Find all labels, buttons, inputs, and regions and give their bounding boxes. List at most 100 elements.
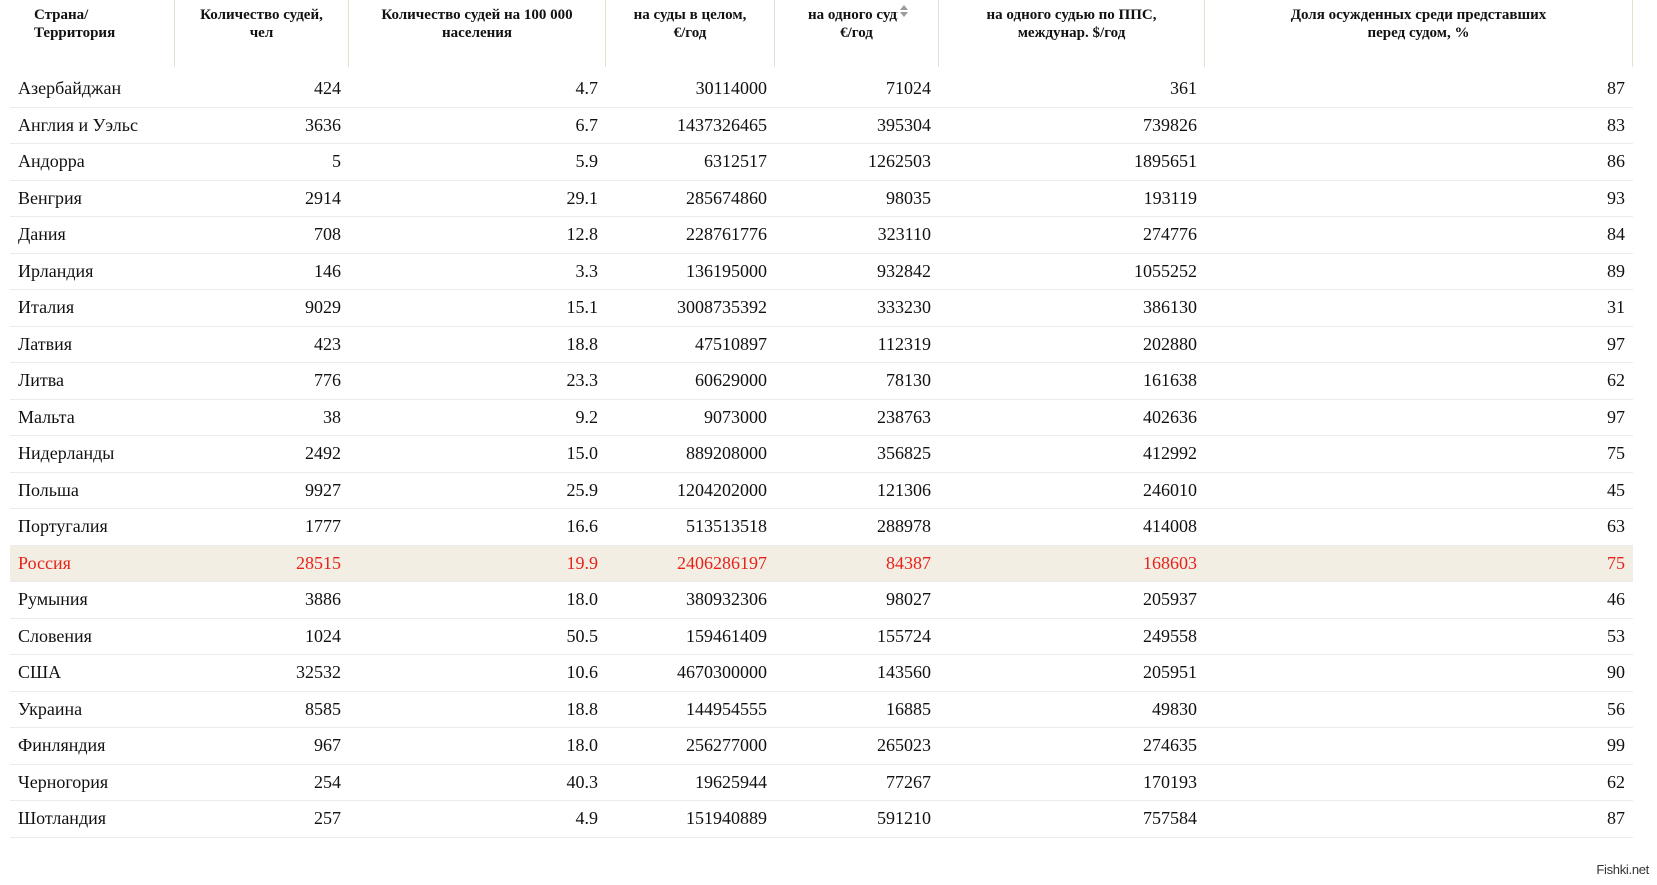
judges-count-cell: 9927 — [305, 479, 341, 500]
conviction-share-cell: 75 — [1607, 443, 1625, 464]
header-per-judge-label: на одного судь €/год — [808, 7, 905, 41]
table-row: Венгрия 2914 29.1 285674860 98035 193119 93 — [10, 181, 1633, 217]
header-courts-budget-label: на суды в целом, €/год — [633, 7, 747, 41]
conviction-share-cell: 93 — [1607, 187, 1625, 208]
judges-per-100k-cell: 15.0 — [566, 443, 599, 464]
per-judge-ppp-cell: 249558 — [1143, 625, 1197, 646]
country-cell: Шотландия — [18, 808, 107, 829]
judges-per-100k-cell: 18.0 — [566, 735, 599, 756]
table-row: Финляндия 967 18.0 256277000 265023 274635 99 — [10, 728, 1633, 765]
courts-budget-cell: 47510897 — [695, 333, 767, 354]
table-row: Украина 8585 18.8 144954555 16885 49830 56 — [10, 692, 1633, 728]
per-judge-ppp-cell: 412992 — [1143, 443, 1197, 464]
courts-budget-cell: 889208000 — [686, 443, 767, 464]
country-cell: Россия — [18, 552, 71, 573]
country-cell: США — [18, 662, 62, 683]
conviction-share-cell: 86 — [1607, 151, 1625, 172]
per-judge-cell: 71024 — [886, 78, 931, 99]
country-cell: Украина — [18, 698, 83, 719]
courts-budget-cell: 1204202000 — [677, 479, 767, 500]
per-judge-ppp-cell: 402636 — [1143, 406, 1197, 427]
country-cell: Румыния — [18, 589, 88, 610]
table-row: Латвия 423 18.8 47510897 112319 202880 97 — [10, 327, 1633, 363]
judges-count-cell: 424 — [314, 78, 341, 99]
conviction-share-cell: 89 — [1607, 260, 1625, 281]
table-row: Ирландия 146 3.3 136195000 932842 1055252 89 — [10, 254, 1633, 290]
header-courts-budget[interactable]: на суды в целом, €/год — [606, 0, 775, 67]
conviction-share-cell: 62 — [1607, 771, 1625, 792]
country-cell: Нидерланды — [18, 443, 115, 464]
country-cell: Венгрия — [18, 187, 82, 208]
header-country-label: Страна/ Территория — [34, 7, 116, 41]
table-row: Португалия 1777 16.6 513513518 288978 414008 6… — [10, 509, 1633, 546]
courts-budget-cell: 285674860 — [686, 187, 767, 208]
header-conviction-share-label: Доля осужденных среди представших перед … — [1290, 7, 1547, 41]
judges-count-cell: 254 — [314, 771, 341, 792]
country-cell: Мальта — [18, 406, 75, 427]
courts-budget-cell: 30114000 — [695, 78, 767, 99]
judges-per-100k-cell: 16.6 — [566, 516, 599, 537]
country-cell: Италия — [18, 297, 75, 318]
judges-count-cell: 2492 — [305, 443, 341, 464]
per-judge-ppp-cell: 205937 — [1143, 589, 1197, 610]
courts-budget-cell: 151940889 — [686, 808, 767, 829]
per-judge-cell: 238763 — [877, 406, 931, 427]
header-per-judge[interactable]: на одного судь €/год — [775, 0, 939, 67]
courts-budget-cell: 136195000 — [686, 260, 767, 281]
judges-table: Страна/ Территория Количество судей, чел… — [10, 0, 1633, 838]
per-judge-cell: 1262503 — [868, 151, 931, 172]
courts-budget-cell: 4670300000 — [677, 662, 767, 683]
sort-arrows-icon[interactable] — [898, 3, 910, 19]
judges-per-100k-cell: 4.7 — [575, 78, 599, 99]
per-judge-ppp-cell: 205951 — [1143, 662, 1197, 683]
judges-count-cell: 8585 — [305, 698, 341, 719]
conviction-share-cell: 97 — [1607, 406, 1625, 427]
conviction-share-cell: 56 — [1607, 698, 1625, 719]
judges-count-cell: 38 — [323, 406, 341, 427]
judges-count-cell: 3886 — [305, 589, 341, 610]
judges-count-cell: 776 — [314, 370, 341, 391]
per-judge-ppp-cell: 1895651 — [1134, 151, 1197, 172]
judges-per-100k-cell: 18.0 — [566, 589, 599, 610]
per-judge-cell: 78130 — [886, 370, 931, 391]
conviction-share-cell: 97 — [1607, 333, 1625, 354]
country-cell: Ирландия — [18, 260, 94, 281]
watermark: Fishki.net — [1596, 862, 1649, 877]
courts-budget-cell: 144954555 — [686, 698, 767, 719]
per-judge-cell: 155724 — [877, 625, 931, 646]
per-judge-ppp-cell: 274776 — [1143, 224, 1197, 245]
judges-per-100k-cell: 19.9 — [566, 552, 599, 573]
judges-count-cell: 257 — [314, 808, 341, 829]
header-judges-count[interactable]: Количество судей, чел — [175, 0, 349, 67]
per-judge-cell: 395304 — [877, 114, 931, 135]
judges-per-100k-cell: 6.7 — [575, 114, 599, 135]
per-judge-cell: 323110 — [877, 224, 931, 245]
per-judge-cell: 77267 — [886, 771, 931, 792]
judges-per-100k-cell: 40.3 — [566, 771, 599, 792]
conviction-share-cell: 83 — [1607, 114, 1625, 135]
judges-per-100k-cell: 15.1 — [566, 297, 599, 318]
table-row: Дания 708 12.8 228761776 323110 274776 84 — [10, 217, 1633, 254]
table-row: Англия и Уэльс 3636 6.7 1437326465 395304 739… — [10, 108, 1633, 144]
table-row: Польша 9927 25.9 1204202000 121306 246010 45 — [10, 473, 1633, 509]
header-conviction-share[interactable]: Доля осужденных среди представших перед … — [1205, 0, 1633, 67]
judges-per-100k-cell: 10.6 — [566, 662, 599, 683]
courts-budget-cell: 159461409 — [686, 625, 767, 646]
table-row-highlighted: Россия 28515 19.9 2406286197 84387 168603 75 — [10, 545, 1633, 582]
per-judge-cell: 84387 — [886, 552, 931, 573]
header-judges-per-100k-label: Количество судей на 100 000 населения — [381, 7, 573, 41]
table-row: Мальта 38 9.2 9073000 238763 402636 97 — [10, 400, 1633, 436]
conviction-share-cell: 53 — [1607, 625, 1625, 646]
per-judge-ppp-cell: 361 — [1170, 78, 1197, 99]
country-cell: Финляндия — [18, 735, 106, 756]
header-country[interactable]: Страна/ Территория — [10, 0, 175, 67]
conviction-share-cell: 31 — [1607, 297, 1625, 318]
table-row: Румыния 3886 18.0 380932306 98027 205937 46 — [10, 582, 1633, 619]
header-judges-per-100k[interactable]: Количество судей на 100 000 населения — [349, 0, 606, 67]
per-judge-cell: 143560 — [877, 662, 931, 683]
conviction-share-cell: 46 — [1607, 589, 1625, 610]
per-judge-cell: 98027 — [886, 589, 931, 610]
judges-count-cell: 146 — [314, 260, 341, 281]
judges-count-cell: 967 — [314, 735, 341, 756]
header-per-judge-ppp[interactable]: на одного судью по ППС, междунар. $/год — [939, 0, 1205, 67]
